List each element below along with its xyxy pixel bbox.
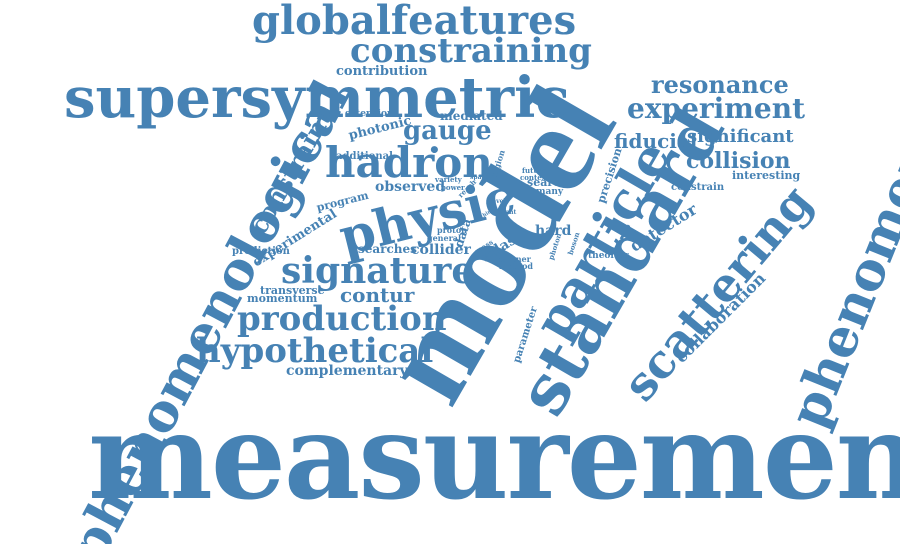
word-measurement: measurement: [88, 387, 900, 526]
word-event: event: [498, 209, 517, 216]
word-general: general: [427, 233, 462, 243]
word-resonance: resonance: [651, 70, 789, 99]
word-transverse: transverse: [260, 284, 325, 297]
word-partner: partner: [497, 254, 531, 264]
word-supersymmetric: supersymmetric: [64, 65, 570, 131]
word-additional: additional: [336, 151, 393, 162]
word-globalfeatures: globalfeatures: [252, 0, 577, 44]
word-experiment: experiment: [627, 92, 806, 125]
word-interesting: interesting: [732, 169, 801, 182]
word-theories: theories: [588, 251, 630, 261]
word-future: future: [522, 166, 547, 175]
word-prediction: prediction: [232, 246, 290, 257]
word-search: search: [527, 176, 568, 189]
word-signature: signature: [281, 250, 475, 292]
word-variety: variety: [435, 175, 462, 184]
word-level: level: [490, 198, 506, 205]
word-contur: contur: [340, 283, 415, 307]
word-dot: •: [428, 138, 441, 162]
word-power: power: [441, 183, 465, 192]
word-observed: observed: [375, 179, 446, 195]
word-significant: significant: [687, 126, 794, 147]
word-contribution: contribution: [336, 64, 428, 79]
word-mediated: mediated: [440, 109, 503, 123]
word-hypothetical: hypothetical: [196, 331, 434, 371]
word-space: space: [470, 174, 489, 181]
word-method: method: [499, 261, 533, 271]
word-complementary: complementary: [286, 363, 408, 379]
word-collider: collider: [411, 242, 471, 258]
word-hadron: hadron: [325, 138, 493, 187]
word-gauge: gauge: [403, 116, 492, 146]
word-fiducial: fiducial: [614, 129, 698, 153]
word-production: production: [237, 299, 447, 339]
word-many: many: [536, 187, 564, 197]
word-searches: searches: [358, 242, 417, 256]
word-extension: extension: [345, 109, 394, 119]
word-hard: hard: [535, 223, 572, 239]
word-collision: collision: [686, 148, 791, 174]
word-constrain: constrain: [671, 182, 725, 193]
word-momentum: momentum: [247, 292, 318, 305]
word-proton: proton: [437, 225, 467, 235]
word-constraining: constraining: [350, 31, 592, 71]
word-context: context: [520, 173, 550, 182]
